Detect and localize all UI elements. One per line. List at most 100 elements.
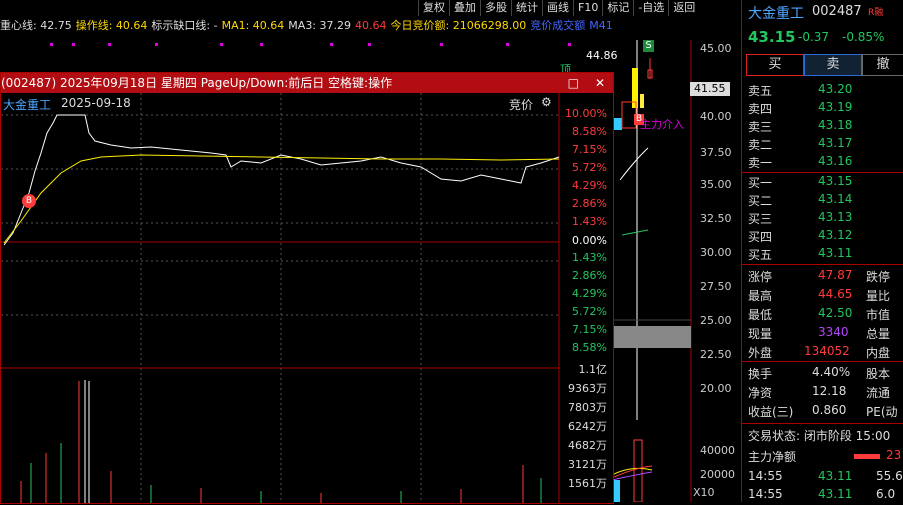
toolbar-fuquan[interactable]: 复权 — [418, 0, 449, 16]
stat-label-xianliang: 现量 — [748, 327, 773, 341]
pct-down-1: 2.86% — [572, 269, 607, 282]
popup-stock-name: 大金重工 — [3, 98, 52, 112]
toolbar-tongji[interactable]: 统计 — [511, 0, 542, 16]
bid-label-5: 买五 — [748, 248, 773, 262]
toolbar-duogu[interactable]: 多股 — [480, 0, 511, 16]
tick-price-2: 43.11 — [818, 487, 853, 501]
stat-value-shouyi: 0.860 — [812, 403, 847, 417]
ma-red-value: 40.64 — [355, 18, 387, 32]
tick-time-2: 14:55 — [748, 487, 783, 501]
toolbar-zixuan[interactable]: -自选 — [633, 0, 668, 16]
vol-tick-2: 7803万 — [568, 401, 607, 414]
sell-button[interactable]: 卖 — [804, 54, 862, 76]
b-mark-intraday: B — [22, 194, 36, 208]
cancel-button[interactable]: 撤 — [862, 54, 903, 76]
toolbar-fanhui[interactable]: 返回 — [668, 0, 699, 16]
ytick-225: 22.50 — [700, 348, 732, 361]
ytick-375: 37.50 — [700, 146, 732, 159]
ask-price-5: 43.20 — [818, 82, 853, 96]
toolbar-f10[interactable]: F10 — [573, 0, 602, 16]
x10-label[interactable]: X10 — [693, 486, 715, 499]
stat-value-huanshou: 4.40% — [812, 365, 851, 379]
ytick-275: 27.50 — [700, 280, 732, 293]
m41-tag: M41 — [589, 18, 613, 32]
indicator-line: 重心线: 42.75 操作线: 40.64 标示缺口线: - MA1: 40.6… — [0, 16, 613, 34]
kline-yaxis: 45.00 40.00 37.50 35.00 32.50 30.00 27.5… — [700, 40, 740, 400]
pct-axis: 10.00% 8.58% 7.15% 5.72% 4.29% 2.86% 1.4… — [559, 93, 613, 503]
pct-down-5: 8.58% — [572, 341, 607, 354]
divider — [742, 264, 903, 265]
ytick-35: 35.00 — [700, 178, 732, 191]
rong-tag: R融 — [868, 8, 884, 18]
bid-book: 买一 43.15 买二 43.14 买三 43.13 买四 43.12 买五 43.11 — [742, 172, 903, 264]
tick-vol-2: 6.0 — [876, 487, 896, 501]
buy-button[interactable]: 买 — [746, 54, 804, 76]
stat-value-zuidi: 42.50 — [818, 306, 853, 320]
pct-down-2: 4.29% — [572, 287, 607, 300]
stat-label-zhangting: 涨停 — [748, 270, 773, 284]
pct-up-1: 8.58% — [572, 125, 607, 138]
ytick-30: 30.00 — [700, 246, 732, 259]
tick-vol-1: 55.6 — [876, 469, 903, 483]
bid-label-3: 买三 — [748, 212, 773, 226]
ask-price-2: 43.17 — [818, 136, 853, 150]
caozuo-line: 操作线: 40.64 — [75, 19, 148, 32]
stat-label-dieting: 跌停 — [866, 270, 891, 284]
bid-label-2: 买二 — [748, 194, 773, 208]
stat-label-huanshou: 换手 — [748, 367, 773, 381]
ma3-value: MA3: 37.29 — [288, 18, 352, 32]
pct-down-4: 7.15% — [572, 323, 607, 336]
stat-label-waipan: 外盘 — [748, 346, 773, 360]
stat-label-zuidi: 最低 — [748, 308, 773, 322]
popup-restore-icon[interactable]: □ — [567, 76, 579, 90]
intraday-popup[interactable]: (002487) 2025年09月18日 星期四 PageUp/Down:前后日… — [0, 72, 614, 504]
divider — [742, 423, 903, 424]
stat-label-liutong: 流通 — [866, 386, 891, 400]
pct-zero: 0.00% — [572, 234, 607, 247]
stat-value-xianliang: 3340 — [818, 325, 849, 339]
stat-label-guben: 股本 — [866, 367, 891, 381]
trade-status: 交易状态: 闭市阶段 15:00 — [748, 429, 891, 443]
popup-title: (002487) 2025年09月18日 星期四 PageUp/Down:前后日… — [1, 76, 393, 90]
ma1-value: MA1: 40.64 — [221, 18, 285, 32]
stats-block-2: 换手 4.40% 股本 净资 12.18 流通 收益(三) 0.860 PE(动 — [742, 362, 903, 422]
settings-icon[interactable]: ⚙ — [541, 95, 552, 109]
popup-header[interactable]: (002487) 2025年09月18日 星期四 PageUp/Down:前后日… — [1, 73, 613, 93]
price-change: -0.37 — [798, 30, 830, 44]
tick-time-1: 14:55 — [748, 469, 783, 483]
toolbar-biaoji[interactable]: 标记 — [602, 0, 633, 16]
dot-markers — [0, 36, 740, 46]
toolbar-huaxian[interactable]: 画线 — [542, 0, 573, 16]
toolbar-diejia[interactable]: 叠加 — [449, 0, 480, 16]
stat-label-zuigao: 最高 — [748, 289, 773, 303]
ask-label-4: 卖四 — [748, 102, 773, 116]
zhuli-label: 主力介入 — [640, 118, 684, 131]
vol-tick-5: 3121万 — [568, 458, 607, 471]
b-mark-kline: B — [634, 114, 644, 125]
ytick-45: 45.00 — [700, 42, 732, 55]
popup-close-icon[interactable]: ✕ — [594, 76, 605, 90]
zhongxin-line: 重心线: 42.75 — [0, 19, 72, 32]
pct-down-3: 5.72% — [572, 305, 607, 318]
divider — [742, 172, 903, 173]
vol-tick-4: 4682万 — [568, 439, 607, 452]
price-tag: 41.55 — [690, 82, 730, 96]
ytick-20: 20.00 — [700, 382, 732, 395]
intraday-chart[interactable] — [1, 93, 613, 503]
ask-label-3: 卖三 — [748, 120, 773, 134]
bid-label-1: 买一 — [748, 176, 773, 190]
stock-code: 002487 — [812, 4, 862, 19]
stat-label-jingzi: 净资 — [748, 386, 773, 400]
stock-name: 大金重工 — [748, 6, 804, 22]
pct-up-5: 2.86% — [572, 197, 607, 210]
pct-up-6: 1.43% — [572, 215, 607, 228]
pct-up-0: 10.00% — [565, 107, 607, 120]
stat-label-shizhi: 市值 — [866, 308, 891, 322]
jingjia-label[interactable]: 竞价 — [509, 98, 534, 112]
pct-up-4: 4.29% — [572, 179, 607, 192]
ask-price-3: 43.18 — [818, 118, 853, 132]
ask-book: 卖五 43.20 卖四 43.19 卖三 43.18 卖二 43.17 卖一 43.16 — [742, 80, 903, 172]
ask-price-1: 43.16 — [818, 154, 853, 168]
bid-label-4: 买四 — [748, 230, 773, 244]
stat-label-liangbi: 量比 — [866, 289, 891, 303]
